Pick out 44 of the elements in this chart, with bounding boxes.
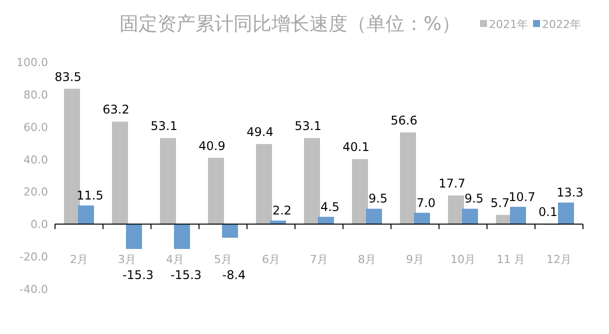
data-label: 53.1 xyxy=(294,119,322,134)
x-tick-label: 4月 xyxy=(166,252,184,266)
y-tick-label: 100.0 xyxy=(16,56,48,69)
y-tick-label: 80.0 xyxy=(24,88,48,102)
data-label: 40.9 xyxy=(198,138,226,153)
data-label: 53.1 xyxy=(150,119,178,134)
data-label: 9.5 xyxy=(368,192,388,206)
data-label: -15.3 xyxy=(122,268,154,282)
data-label: 49.4 xyxy=(246,125,274,140)
x-tick-label: 5月 xyxy=(214,252,232,266)
x-tick-label: 12月 xyxy=(546,252,572,266)
data-label: 13.3 xyxy=(556,186,584,200)
y-tick-label: -20.0 xyxy=(20,250,48,264)
x-tick-label: 6月 xyxy=(262,252,280,266)
data-label: 2.2 xyxy=(272,204,292,218)
x-tick-label: 10月 xyxy=(450,252,476,266)
legend-label: 2022年 xyxy=(542,18,581,31)
data-label: 63.2 xyxy=(102,102,130,117)
legend-label: 2021年 xyxy=(489,18,528,31)
data-label: 10.7 xyxy=(508,190,536,204)
data-label: 83.5 xyxy=(54,70,82,84)
data-label: -8.4 xyxy=(222,268,246,282)
data-label: 11.5 xyxy=(76,188,104,202)
data-label: 4.5 xyxy=(320,200,340,214)
x-tick-label: 3月 xyxy=(118,252,136,266)
y-tick-label: 0.0 xyxy=(30,218,48,232)
y-tick-label: 40.0 xyxy=(24,153,48,166)
x-tick-label: 7月 xyxy=(310,252,328,266)
x-tick-label: 11 月 xyxy=(496,252,526,266)
data-label: 5.7 xyxy=(490,196,510,210)
x-tick-label: 9月 xyxy=(406,252,424,266)
data-label: 9.5 xyxy=(464,192,484,206)
data-label: 40.1 xyxy=(342,140,370,154)
chart-title: 固定资产累计同比增长速度（单位：%） xyxy=(119,13,461,35)
data-label: 17.7 xyxy=(438,176,466,190)
y-tick-label: 60.0 xyxy=(24,120,48,134)
data-label: 56.6 xyxy=(390,113,418,128)
data-label: -15.3 xyxy=(170,268,202,282)
y-tick-label: -40.0 xyxy=(20,283,48,296)
x-tick-label: 2月 xyxy=(70,252,88,266)
data-label: 7.0 xyxy=(416,196,436,210)
x-tick-label: 8月 xyxy=(358,252,376,266)
y-tick-label: 20.0 xyxy=(24,186,48,199)
data-label: 0.1 xyxy=(538,204,558,219)
